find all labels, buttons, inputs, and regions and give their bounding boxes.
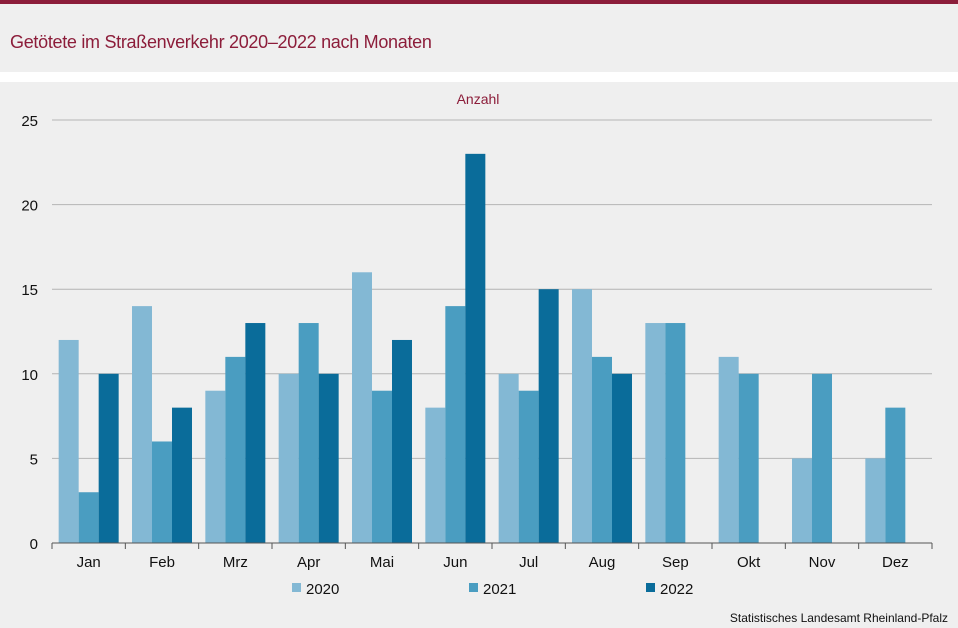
x-tick-label: Okt [737, 554, 761, 571]
y-tick-label: 0 [30, 536, 38, 553]
x-tick-label: Feb [149, 554, 175, 571]
bar-2022-aug [612, 373, 632, 543]
chart-area: 0 5 10 15 20 25 Anzahl Jan Feb Mrz Apr Mai Jun Jul Aug… [0, 82, 958, 628]
bar-2021-jul [518, 390, 539, 543]
bar-2020-apr [278, 373, 299, 543]
bar-2020-aug [572, 289, 592, 543]
bar-2021-feb [152, 441, 172, 543]
bar-2021-aug [592, 356, 612, 543]
bar-2020-nov [792, 458, 812, 543]
legend-swatch-2022 [646, 583, 655, 592]
separator [0, 72, 958, 82]
bar-2020-mai [352, 272, 372, 543]
bar-2022-mrz [245, 323, 266, 543]
y-axis-label: Anzahl [457, 91, 500, 107]
bar-2021-jan [78, 492, 99, 543]
y-tick-label: 15 [21, 282, 38, 299]
x-tick-label: Aug [589, 554, 616, 571]
x-tick-label: Mai [370, 554, 394, 571]
y-tick-label: 20 [21, 198, 38, 215]
x-tick-label: Dez [882, 554, 909, 571]
bar-2020-dez [865, 458, 886, 543]
bar-chart: 0 5 10 15 20 25 Anzahl Jan Feb Mrz Apr Mai Jun Jul Aug… [21, 91, 933, 598]
bar-2021-jun [445, 306, 466, 543]
bar-2022-jun [465, 153, 486, 543]
legend-swatch-2021 [469, 583, 478, 592]
x-tick-label: Jun [443, 554, 467, 571]
y-tick-label: 25 [21, 113, 38, 130]
bar-2022-feb [172, 407, 192, 543]
bar-2020-feb [132, 306, 152, 543]
bar-2021-mrz [225, 356, 246, 543]
y-tick-label: 10 [21, 367, 38, 384]
bar-2022-apr [318, 373, 339, 543]
bar-2022-jan [98, 373, 119, 543]
bar-2022-mai [392, 339, 412, 543]
bar-2021-nov [812, 373, 832, 543]
source-label: Statistisches Landesamt Rheinland-Pfalz [729, 611, 948, 625]
bar-2021-mai [372, 390, 392, 543]
bar-2021-sep [665, 323, 686, 543]
legend-label-2022: 2022 [660, 581, 693, 598]
bar-2021-okt [738, 373, 759, 543]
x-tick-label: Mrz [223, 554, 248, 571]
bar-2020-mrz [205, 390, 226, 543]
bar-2021-apr [298, 323, 319, 543]
x-tick-label: Nov [809, 554, 836, 571]
bar-2020-jun [425, 407, 446, 543]
legend-swatch-2020 [292, 583, 301, 592]
header: Getötete im Straßenverkehr 2020–2022 nac… [0, 4, 958, 72]
bar-2022-jul [538, 289, 559, 543]
legend-label-2020: 2020 [306, 581, 339, 598]
x-tick-label: Jul [519, 554, 538, 571]
chart-title: Getötete im Straßenverkehr 2020–2022 nac… [10, 32, 432, 52]
x-tick-label: Sep [662, 554, 689, 571]
x-tick-label: Apr [297, 554, 320, 571]
x-tick-label: Jan [77, 554, 101, 571]
top-accent-bar [0, 0, 958, 4]
bar-2020-sep [645, 323, 666, 543]
bar-2020-jul [498, 373, 519, 543]
legend-label-2021: 2021 [483, 581, 516, 598]
bar-2021-dez [885, 407, 906, 543]
bar-2020-okt [718, 356, 739, 543]
bar-2020-jan [58, 339, 79, 543]
y-tick-label: 5 [30, 451, 38, 468]
